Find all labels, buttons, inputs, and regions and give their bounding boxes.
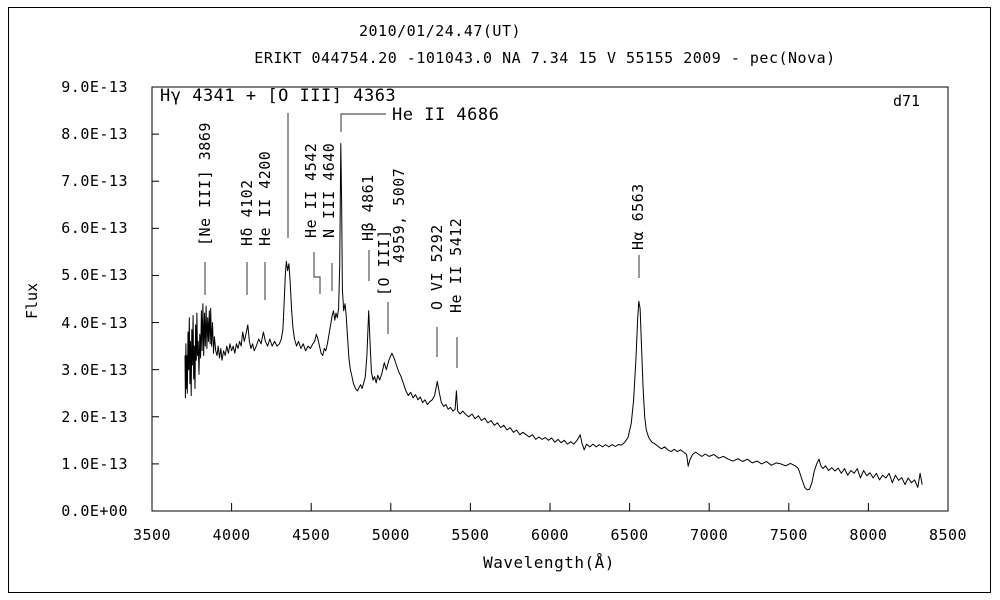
heii4686-bracket-pointer bbox=[340, 113, 386, 132]
x-tick-label: 8500 bbox=[928, 526, 968, 544]
y-tick-label: 8.0E-13 bbox=[61, 125, 128, 144]
x-tick-label: 4500 bbox=[292, 526, 331, 544]
epoch-day-label: d71 bbox=[893, 92, 921, 110]
y-tick-label: 2.0E-13 bbox=[61, 407, 128, 426]
line-label-hgamma-oiii-4363: Hγ 4341 + [O III] 4363 bbox=[160, 86, 397, 106]
spectral-line-label: Hδ 4102 bbox=[238, 179, 256, 246]
chart-title-date: 2010/01/24.47(UT) bbox=[358, 22, 522, 40]
x-tick-label: 8000 bbox=[849, 526, 888, 544]
spectral-line-label: He II 4542 bbox=[302, 142, 320, 238]
y-tick-label: 5.0E-13 bbox=[61, 266, 128, 285]
x-tick-label: 4000 bbox=[212, 526, 251, 544]
spectral-line-label: He II 4200 bbox=[256, 150, 274, 246]
chart-subtitle-object: ERIKT 044754.20 -101043.0 NA 7.34 15 V 5… bbox=[254, 49, 836, 67]
y-tick-label: 0.0E+00 bbox=[61, 502, 128, 520]
spectral-line-label: 4959, 5007 bbox=[390, 167, 408, 263]
spectral-line-label: [Ne III] 3869 bbox=[196, 122, 214, 246]
spectral-line-label: O VI 5292 bbox=[428, 224, 446, 310]
x-axis-title: Wavelength(Å) bbox=[483, 553, 615, 572]
y-tick-label: 6.0E-13 bbox=[61, 219, 128, 238]
y-tick-label: 3.0E-13 bbox=[61, 360, 128, 379]
line-label-heii-4686: He II 4686 bbox=[392, 105, 500, 125]
x-tick-label: 5000 bbox=[371, 526, 410, 544]
y-tick-label: 1.0E-13 bbox=[61, 454, 128, 473]
spectral-line-label: Hα 6563 bbox=[629, 183, 647, 250]
y-tick-label: 4.0E-13 bbox=[61, 313, 128, 332]
heii4542-elbow-pointer bbox=[313, 252, 321, 294]
x-tick-label: 6000 bbox=[530, 526, 570, 544]
spectral-line-label: He II 5412 bbox=[447, 217, 465, 313]
y-tick-label: 7.0E-13 bbox=[61, 172, 128, 191]
spectrum-trace bbox=[184, 143, 923, 491]
x-tick-label: 6500 bbox=[610, 526, 649, 544]
x-tick-label: 7000 bbox=[690, 526, 729, 544]
spectral-line-label: N III 4640 bbox=[320, 142, 338, 238]
x-tick-label: 3500 bbox=[132, 526, 172, 544]
figure-border bbox=[8, 7, 991, 593]
x-tick-label: 5500 bbox=[451, 526, 490, 544]
x-tick-label: 7500 bbox=[769, 526, 808, 544]
y-tick-label: 9.0E-13 bbox=[61, 78, 128, 96]
